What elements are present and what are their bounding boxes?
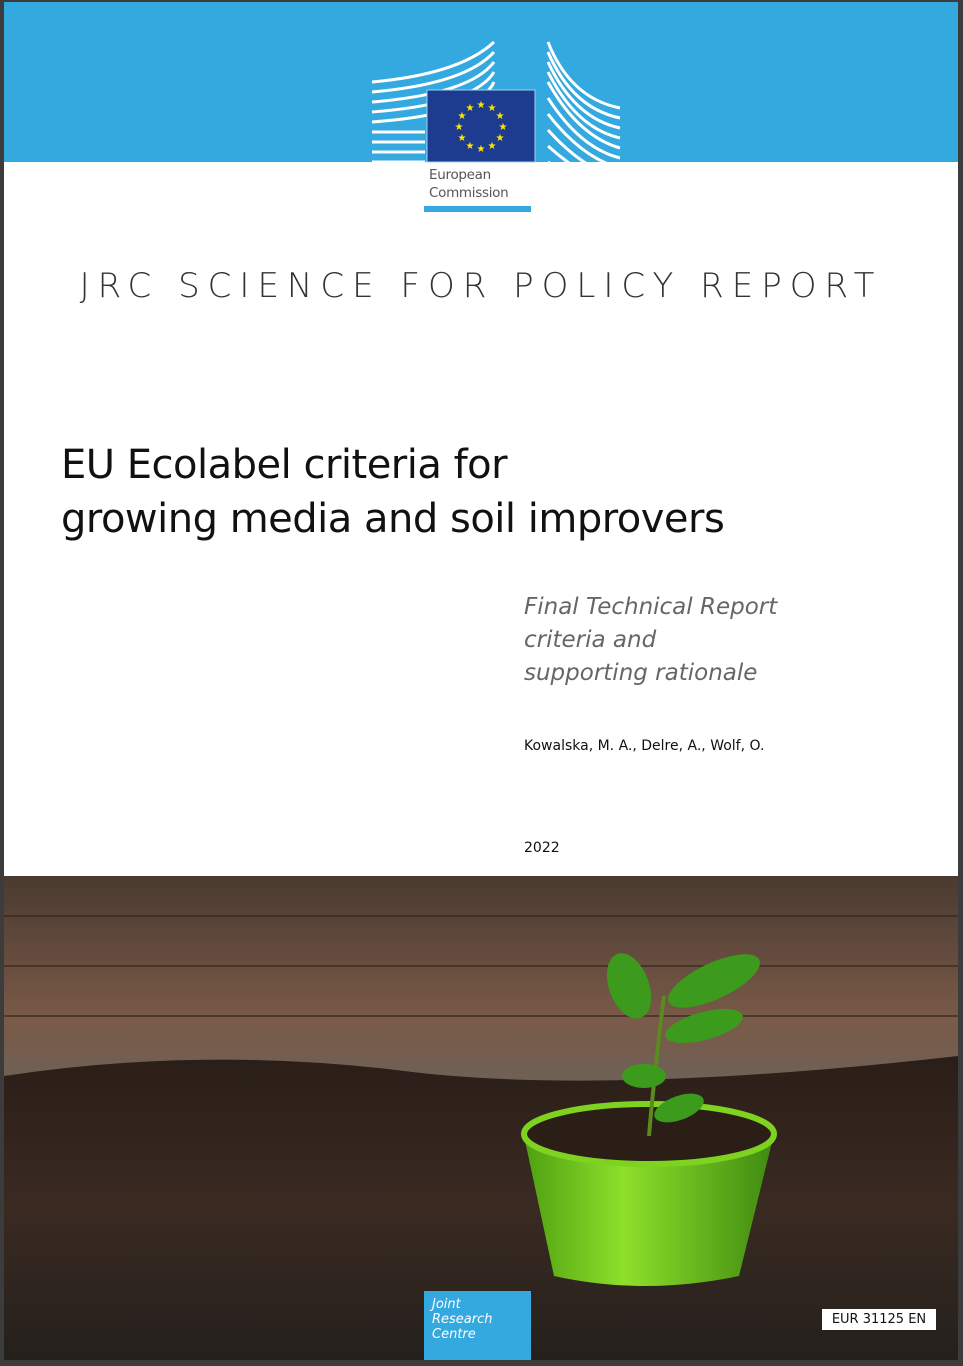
svg-text:★: ★ — [477, 144, 486, 155]
svg-text:★: ★ — [455, 122, 464, 133]
svg-text:★: ★ — [477, 100, 486, 111]
subtitle-line2: criteria and — [524, 627, 657, 653]
svg-text:★: ★ — [466, 103, 475, 114]
publication-year: 2022 — [524, 840, 560, 856]
publisher-name-line2: Commission — [429, 185, 509, 201]
title-line1: EU Ecolabel criteria for — [61, 442, 508, 488]
report-number: EUR 31125 EN — [822, 1309, 936, 1330]
jrc-line1: Joint — [432, 1297, 461, 1312]
svg-text:★: ★ — [458, 133, 467, 144]
report-title: EU Ecolabel criteria for growing media a… — [61, 438, 725, 546]
svg-text:★: ★ — [458, 111, 467, 122]
svg-text:★: ★ — [466, 141, 475, 152]
jrc-label: Joint Research Centre — [424, 1291, 531, 1360]
publisher-name-line1: European — [429, 167, 491, 183]
authors: Kowalska, M. A., Delre, A., Wolf, O. — [524, 738, 765, 754]
european-commission-logo: ★ ★★★★★★★★★★★ — [371, 40, 621, 202]
report-cover: ★ ★ ★ ★ ★ ★ ★ ★ ★ ★ ★ ★ European Commission JRC SCI… — [4, 2, 958, 1360]
jrc-line3: Centre — [432, 1327, 476, 1342]
svg-text:★: ★ — [499, 122, 508, 133]
report-subtitle: Final Technical Report criteria and supp… — [524, 591, 777, 690]
subtitle-line3: supporting rationale — [524, 660, 758, 686]
report-series: JRC SCIENCE FOR POLICY REPORT — [79, 266, 883, 306]
svg-text:★: ★ — [488, 141, 497, 152]
title-line2: growing media and soil improvers — [61, 496, 725, 542]
svg-text:★: ★ — [496, 111, 505, 122]
cover-photo-plant-in-bucket — [4, 876, 958, 1360]
publisher-name: European Commission — [429, 166, 509, 202]
svg-text:★: ★ — [496, 133, 505, 144]
subtitle-line1: Final Technical Report — [524, 594, 778, 620]
logo-underline — [424, 206, 531, 212]
svg-text:★: ★ — [488, 103, 497, 114]
jrc-line2: Research — [432, 1312, 493, 1327]
